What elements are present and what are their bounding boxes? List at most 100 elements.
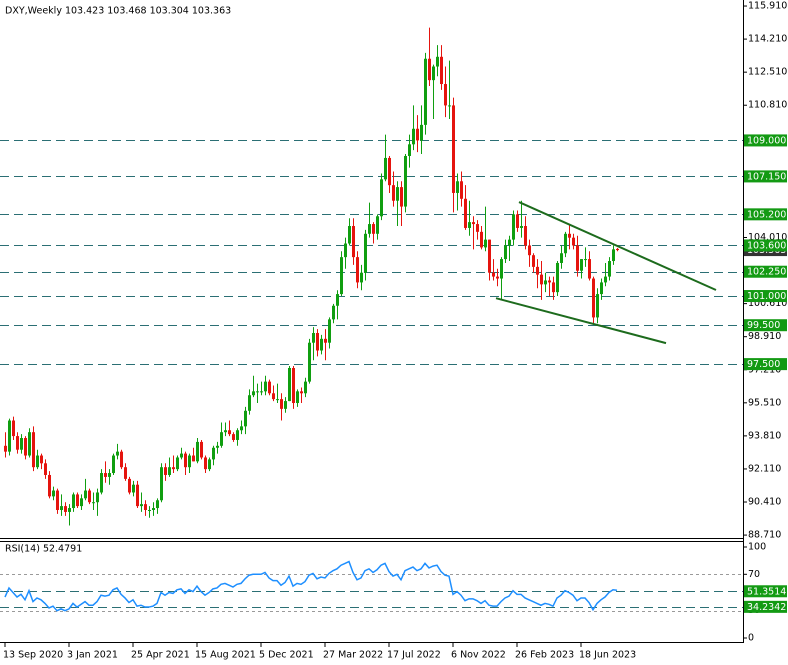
candle-body: [52, 490, 55, 497]
candle-body: [248, 395, 251, 411]
candle-body: [292, 368, 295, 404]
candle-body: [444, 84, 447, 106]
candle-body: [240, 426, 243, 431]
trendline: [518, 201, 717, 291]
candle-body: [404, 155, 407, 207]
candle-body: [436, 56, 439, 67]
candle-body: [556, 262, 559, 293]
candle-body: [488, 239, 491, 273]
level-label: 107.150: [747, 171, 786, 182]
candle-body: [296, 391, 299, 404]
candle-body: [168, 467, 171, 475]
candle-body: [360, 272, 363, 283]
candle-body: [20, 438, 23, 450]
candle-body: [88, 490, 91, 503]
candle-body: [68, 508, 71, 512]
x-tick-label: 6 Nov 2022: [451, 650, 506, 661]
level-label-box: [744, 585, 787, 598]
candle-body: [356, 257, 359, 283]
candle-body: [584, 259, 587, 261]
candle-body: [104, 473, 107, 477]
candle-body: [560, 253, 563, 263]
candle-body: [496, 276, 499, 279]
candle-body: [224, 430, 227, 433]
candle-body: [492, 272, 495, 277]
candle-body: [76, 494, 79, 507]
y-tick-label: 0: [748, 632, 754, 643]
candle-body: [588, 259, 591, 279]
candle-body: [4, 445, 7, 452]
candle-body: [380, 179, 383, 217]
candle-body: [344, 243, 347, 258]
candle-body: [540, 274, 543, 285]
candle-body: [144, 504, 147, 510]
candle-body: [364, 233, 367, 273]
candle-body: [48, 474, 51, 497]
candle-body: [572, 237, 575, 246]
candle-body: [40, 455, 43, 464]
candle-body: [452, 105, 455, 193]
candle-body: [468, 222, 471, 228]
candle-body: [472, 222, 475, 225]
candle-body: [116, 451, 119, 456]
candle-body: [100, 473, 103, 493]
level-label-box: [744, 265, 787, 278]
candle-body: [124, 467, 127, 479]
candle-body: [260, 391, 263, 393]
x-tick-label: 17 Jul 2022: [387, 650, 441, 661]
candle-body: [196, 441, 199, 462]
candle-body: [64, 506, 67, 512]
candle-body: [440, 56, 443, 85]
candle-body: [136, 484, 139, 507]
candle-body: [392, 185, 395, 201]
indicator-title: RSI(14) 52.4791: [5, 544, 82, 555]
trendline: [495, 297, 667, 345]
candle-body: [208, 459, 211, 470]
candle-body: [16, 436, 19, 450]
candle-body: [352, 226, 355, 258]
level-label: 101.000: [747, 291, 786, 302]
candle-body: [576, 245, 579, 271]
candle-body: [272, 393, 275, 400]
candle-body: [536, 266, 539, 275]
candle-body: [252, 391, 255, 396]
level-label: 103.600: [747, 240, 786, 251]
candle-body: [368, 224, 371, 234]
candle-body: [524, 226, 527, 246]
candle-body: [36, 455, 39, 468]
level-label-box: [744, 208, 787, 221]
candle-body: [420, 124, 423, 141]
level-label-box: [744, 170, 787, 183]
candle-body: [512, 214, 515, 240]
candle-body: [568, 233, 571, 238]
x-tick-label: 18 Jun 2023: [579, 650, 636, 661]
level-label: 34.2342: [747, 602, 786, 613]
candle-body: [8, 420, 11, 452]
candle-body: [456, 181, 459, 193]
candle-body: [396, 187, 399, 201]
candle-body: [532, 255, 535, 267]
candle-body: [580, 259, 583, 271]
x-tick-label: 5 Dec 2021: [259, 650, 314, 661]
candle-body: [520, 226, 523, 228]
candle-body: [432, 66, 435, 81]
rsi-line: [4, 560, 618, 612]
y-tick-label: 115.910: [748, 1, 787, 12]
y-tick-label: 100: [748, 542, 766, 553]
candle-body: [140, 504, 143, 507]
candle-body: [232, 434, 235, 440]
candle-body: [400, 187, 403, 207]
candle-body: [412, 128, 415, 145]
level-label: 97.500: [747, 359, 780, 370]
candle-body: [424, 58, 427, 125]
candle-body: [188, 455, 191, 468]
level-label-box: [744, 358, 787, 371]
candle-body: [480, 231, 483, 248]
candle-body: [476, 224, 479, 232]
y-tick-label: 88.710: [748, 530, 781, 541]
candle-body: [60, 506, 63, 510]
level-label: 105.200: [747, 209, 786, 220]
candle-body: [56, 490, 59, 510]
candle-body: [244, 410, 247, 427]
